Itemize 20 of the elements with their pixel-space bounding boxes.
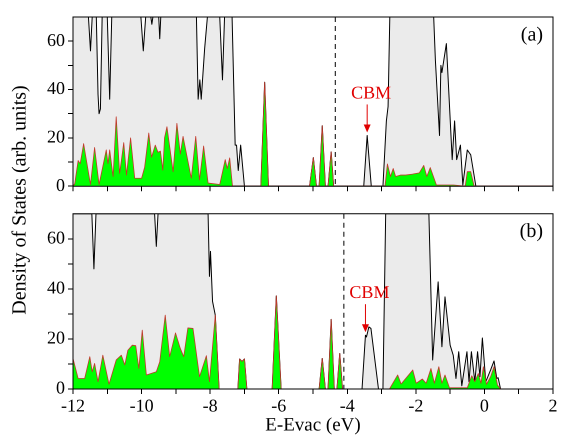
x-tick-label: -12 [61, 396, 85, 416]
x-tick-label: 0 [480, 396, 489, 416]
annotation: (b) [520, 220, 543, 242]
annotation: (a) [520, 23, 543, 46]
y-tick-label: 40 [47, 78, 65, 98]
y-tick-label: 40 [47, 278, 65, 298]
y-tick-label: 0 [56, 174, 65, 195]
y-tick-label: 0 [56, 378, 65, 398]
y-tick-label: 20 [47, 126, 65, 147]
y-tick-label: 60 [47, 30, 65, 50]
x-tick-label: -4 [340, 396, 355, 416]
x-tick-label: -8 [202, 396, 218, 416]
y-axis-title: Density of States (arb. units) [8, 85, 32, 315]
y-tick-label: 20 [47, 328, 65, 348]
x-axis-title: E-Evac (eV) [265, 414, 361, 436]
x-tick-label: -2 [408, 396, 424, 416]
x-tick-label: 2 [548, 396, 558, 416]
x-tick-label: -6 [271, 396, 286, 416]
y-tick-label: 60 [47, 228, 65, 248]
x-tick-label: -10 [130, 396, 154, 416]
